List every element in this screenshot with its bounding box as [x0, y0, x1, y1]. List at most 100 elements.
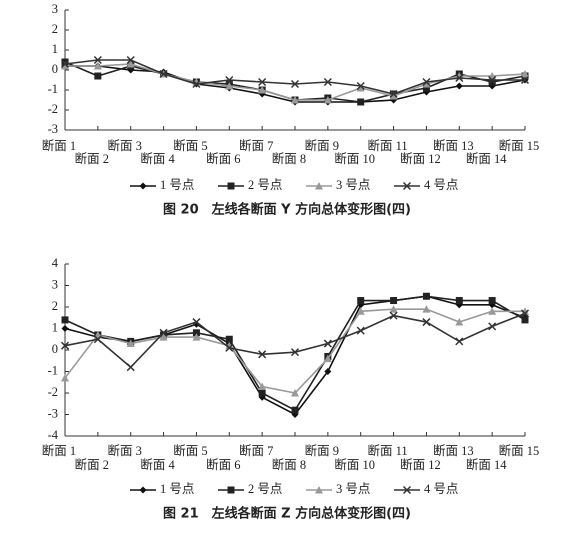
- legend-marker: [227, 182, 235, 190]
- y-tick-label: -4: [48, 428, 59, 442]
- y-tick-label: -1: [48, 82, 58, 96]
- marker: [357, 98, 365, 106]
- marker: [258, 77, 267, 87]
- marker: [192, 318, 201, 327]
- marker: [357, 297, 365, 305]
- marker: [93, 62, 102, 70]
- marker: [521, 307, 529, 315]
- x-tick-label: 断面 13: [433, 443, 474, 458]
- caption: 图 21 左线各断面 Z 方向总体变形图(四): [163, 506, 411, 522]
- x-tick-label: 断面 4: [140, 151, 175, 166]
- marker: [225, 75, 234, 85]
- x-tick-label: 断面 1: [42, 138, 76, 153]
- marker: [389, 305, 398, 313]
- marker: [455, 73, 464, 83]
- y-tick-label: -2: [48, 385, 58, 399]
- marker: [61, 373, 69, 382]
- marker: [258, 389, 266, 397]
- legend-label: 2 号点: [248, 482, 282, 496]
- x-tick-label: 断面 13: [433, 138, 474, 153]
- series-line: [64, 295, 526, 416]
- x-tick-label: 断面 6: [206, 151, 240, 166]
- marker: [192, 79, 201, 89]
- x-tick-label: 断面 15: [499, 138, 540, 153]
- x-tick-label: 断面 11: [367, 138, 407, 153]
- marker: [389, 311, 398, 320]
- y-tick-label: 4: [52, 256, 59, 270]
- marker: [290, 79, 300, 89]
- marker: [455, 337, 464, 346]
- legend-label: 3 号点: [336, 178, 370, 192]
- marker: [291, 406, 299, 414]
- x-tick-label: 断面 14: [466, 151, 507, 166]
- x-tick-label: 断面 12: [400, 151, 441, 166]
- marker: [455, 82, 463, 90]
- legend-marker: [227, 486, 235, 494]
- x-tick-label: 断面 3: [108, 138, 142, 153]
- marker: [422, 77, 431, 87]
- marker: [356, 326, 365, 335]
- marker: [192, 333, 201, 341]
- marker: [291, 389, 299, 397]
- marker: [323, 339, 332, 348]
- marker: [93, 335, 102, 344]
- marker: [488, 307, 497, 315]
- marker: [159, 333, 168, 341]
- x-tick-label: 断面 9: [305, 443, 339, 458]
- marker: [422, 318, 431, 327]
- x-tick-label: 断面 8: [272, 457, 306, 472]
- x-tick-label: 断面 5: [173, 138, 207, 153]
- marker: [126, 55, 135, 65]
- marker: [389, 92, 398, 100]
- marker: [61, 62, 69, 70]
- y-tick-label: 0: [52, 342, 58, 356]
- y-tick-label: 2: [52, 299, 58, 313]
- marker: [61, 325, 69, 332]
- marker: [455, 297, 463, 305]
- legend-label: 2 号点: [248, 178, 282, 192]
- y-tick-label: -1: [48, 363, 58, 377]
- x-tick-label: 断面 2: [75, 151, 109, 166]
- legend-marker: [139, 486, 147, 494]
- marker: [126, 363, 135, 372]
- marker: [521, 316, 529, 324]
- legend-marker: [315, 182, 323, 190]
- marker: [520, 75, 530, 85]
- x-tick-label: 断面 11: [367, 443, 407, 458]
- x-tick-label: 断面 7: [239, 443, 273, 458]
- marker: [488, 78, 496, 86]
- marker: [291, 96, 299, 104]
- marker: [126, 60, 135, 68]
- x-tick-label: 断面 7: [239, 138, 273, 153]
- x-tick-label: 断面 14: [466, 457, 507, 472]
- marker: [290, 348, 300, 357]
- y-tick-label: 2: [52, 22, 58, 36]
- marker: [225, 82, 234, 90]
- x-tick-label: 断面 5: [173, 443, 207, 458]
- y-tick-label: 3: [52, 277, 58, 291]
- marker: [390, 297, 398, 305]
- marker: [192, 329, 200, 337]
- marker: [60, 341, 70, 350]
- marker: [488, 75, 497, 85]
- marker: [488, 322, 497, 331]
- legend-label: 4 号点: [424, 482, 458, 496]
- x-tick-label: 断面 2: [75, 457, 109, 472]
- marker: [225, 341, 234, 350]
- y-tick-label: -2: [48, 102, 58, 116]
- legend-label: 1 号点: [160, 482, 194, 496]
- marker: [356, 84, 365, 92]
- y-tick-label: 1: [52, 320, 58, 334]
- legend-marker: [402, 181, 412, 191]
- marker: [356, 81, 365, 91]
- marker: [389, 89, 398, 99]
- marker: [93, 55, 102, 65]
- marker: [520, 309, 530, 318]
- marker: [323, 77, 332, 87]
- x-tick-label: 断面 8: [272, 151, 306, 166]
- legend-label: 4 号点: [424, 178, 458, 192]
- marker: [159, 69, 168, 79]
- x-tick-label: 断面 9: [305, 138, 339, 153]
- marker: [159, 328, 168, 337]
